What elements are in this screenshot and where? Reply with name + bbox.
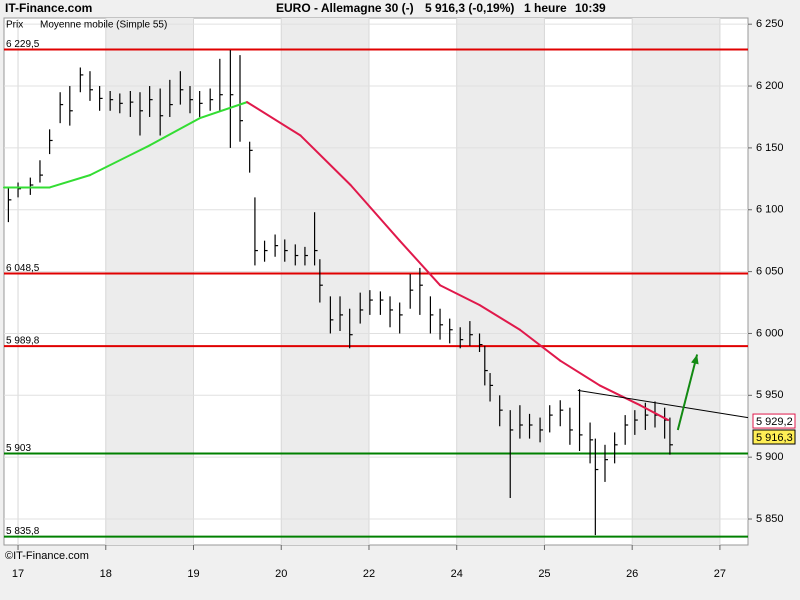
- price-tag-label: 5 929,2: [756, 416, 793, 428]
- ma-segment: [48, 174, 91, 189]
- x-tick-label: 24: [451, 568, 463, 580]
- ma-segment: [148, 117, 201, 147]
- level-label: 5 835,8: [6, 526, 40, 537]
- ma-segment: [398, 239, 442, 287]
- y-tick-label: 6 000: [756, 327, 784, 339]
- ma-segment: [559, 359, 601, 387]
- y-tick-label: 6 150: [756, 142, 784, 154]
- quote: 5 916,3 (-0,19%): [425, 1, 514, 15]
- copyright: ©IT-Finance.com: [5, 550, 89, 562]
- legend-price: Prix: [6, 20, 23, 31]
- x-tick-label: 27: [714, 568, 726, 580]
- time: 10:39: [575, 1, 606, 15]
- level-label: 5 903: [6, 443, 31, 454]
- price-tag: [752, 413, 796, 429]
- y-tick-label: 5 850: [756, 513, 784, 525]
- ma-segment: [518, 328, 562, 362]
- y-tick-label: 6 200: [756, 80, 784, 92]
- ma-segment: [198, 101, 249, 120]
- y-tick-label: 6 100: [756, 204, 784, 216]
- x-tick-label: 17: [12, 568, 24, 580]
- x-tick-label: 20: [275, 568, 287, 580]
- ma-segment: [478, 304, 521, 331]
- level-label: 6 229,5: [6, 39, 40, 50]
- price-tag: [752, 429, 796, 445]
- ma-segment: [639, 404, 670, 422]
- ma-segment: [299, 134, 352, 187]
- chart-title: EURO - Allemagne 30 (-): [276, 1, 414, 15]
- y-tick-label: 5 950: [756, 389, 784, 401]
- arrow-head: [691, 354, 699, 365]
- x-tick-label: 19: [187, 568, 199, 580]
- band: [632, 18, 720, 545]
- period: 1 heure: [524, 1, 567, 15]
- ma-segment: [246, 101, 302, 137]
- ma-segment: [598, 384, 642, 407]
- level-label: 5 989,8: [6, 336, 40, 347]
- y-tick-label: 6 050: [756, 266, 784, 278]
- x-tick-label: 26: [626, 568, 638, 580]
- band: [456, 18, 545, 545]
- y-tick-label: 6 250: [756, 18, 784, 30]
- x-tick-label: 25: [538, 568, 550, 580]
- band: [281, 18, 369, 545]
- trendline: [577, 389, 749, 419]
- x-tick-label: 22: [363, 568, 375, 580]
- x-tick-label: 18: [100, 568, 112, 580]
- site-name: IT-Finance.com: [5, 1, 92, 15]
- ma-segment: [88, 144, 151, 177]
- level-label: 6 048,5: [6, 263, 40, 274]
- price-tag-label: 5 916,3: [756, 432, 793, 444]
- ma-segment: [349, 184, 401, 242]
- ma-segment: [439, 284, 481, 307]
- legend-ma: Moyenne mobile (Simple 55): [40, 20, 167, 31]
- arrow-shaft: [676, 354, 699, 431]
- y-tick-label: 5 900: [756, 451, 784, 463]
